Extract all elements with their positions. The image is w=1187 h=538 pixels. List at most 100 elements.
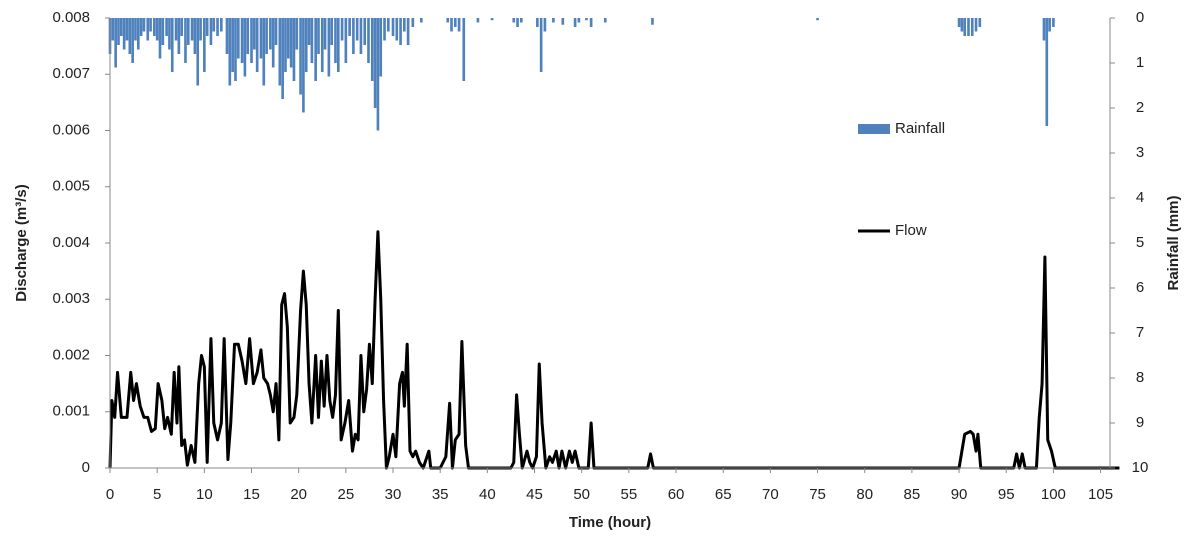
rain-bar [153,18,156,36]
y2-axis-label: Rainfall (mm) [1165,195,1182,290]
rain-bar [225,18,229,54]
x-tick-label: 85 [904,486,921,503]
rain-bar [373,18,377,108]
rain-bar [274,18,278,45]
rain-bar [111,18,115,41]
y-tick-label: 0.004 [52,234,90,251]
rain-bar [411,18,415,27]
rain-bar [957,18,961,27]
rain-bar [960,18,964,32]
rain-bar [184,18,187,63]
rain-bar [146,18,150,41]
rain-bar [304,18,308,72]
flow-line [108,230,1120,470]
rain-bar [363,18,367,45]
rain-bar [307,18,311,45]
rain-bar [490,18,494,21]
rain-bar [142,18,146,32]
rain-bar [203,18,206,72]
y-tick-label: 0.003 [52,290,90,307]
rain-bar [457,18,461,32]
rain-bar [317,18,320,54]
rain-bar [476,18,480,23]
x-tick-label: 25 [338,486,355,503]
rain-bar [209,18,213,45]
rain-bar [122,18,126,50]
rain-bar [165,18,168,36]
y-axis-label: Discharge (m³/s) [13,184,30,302]
rain-bar [383,18,386,41]
rain-bar [131,18,134,63]
rain-bar [170,18,174,72]
rain-bar [589,18,593,27]
x-tick-label: 75 [809,486,826,503]
y2-tick-label: 10 [1132,459,1149,476]
rain-bar [348,18,351,36]
rain-bar [453,18,457,27]
rain-bar [212,18,216,32]
y-tick-label: 0.005 [52,178,90,195]
rain-bar [302,18,305,113]
rain-bar [370,18,374,81]
rain-bar [651,18,654,25]
rain-bar [289,18,293,68]
rain-bar [177,18,181,54]
rain-bar [395,18,399,41]
y2-tick-label: 2 [1136,99,1144,116]
rain-bar [243,18,247,77]
rain-bar [174,18,178,41]
x-tick-label: 50 [573,486,590,503]
x-tick-label: 40 [479,486,496,503]
rain-bar [420,18,423,23]
rain-bar [128,18,132,54]
y-tick-label: 0 [82,459,90,476]
rain-bar [399,18,402,45]
x-tick-label: 95 [998,486,1015,503]
rain-bar [220,18,223,32]
rain-bar [246,18,250,54]
rain-bar [970,18,974,36]
rain-bar [231,18,234,72]
rain-bar [265,18,268,54]
rain-bar [114,18,117,68]
rain-bar [193,18,197,54]
x-tick-label: 20 [290,486,307,503]
y-tick-label: 0.007 [52,65,90,82]
rain-bar [446,18,450,23]
x-tick-label: 5 [153,486,161,503]
x-tick-label: 15 [243,486,260,503]
rain-bar [180,18,184,36]
x-tick-label: 90 [951,486,968,503]
rain-bar [250,18,253,63]
y2-tick-label: 7 [1136,324,1144,341]
rain-bar [190,18,194,41]
rain-bar [314,18,317,81]
rain-bar [376,18,380,131]
rain-bar [367,18,370,63]
rain-bar [186,18,190,45]
rain-bar [323,18,327,50]
y2-tick-label: 1 [1136,54,1144,71]
y-tick-label: 0.001 [52,403,90,420]
rain-bar [299,18,302,95]
rain-bar [216,18,219,36]
rain-bar [310,18,314,63]
x-tick-label: 10 [196,486,213,503]
rain-bar [561,18,565,25]
rain-bar [536,18,539,27]
x-tick-label: 0 [106,486,114,503]
rain-bar [391,18,395,36]
rain-bar [281,18,284,99]
rain-bar [450,18,453,32]
rain-bar [520,18,523,23]
rain-bar [974,18,978,32]
rain-bar [234,18,237,81]
x-tick-label: 105 [1088,486,1113,503]
rain-bar [117,18,120,45]
rain-bar [139,18,143,36]
rain-bar [334,18,337,63]
rain-bar [120,18,123,36]
rain-bar [199,18,202,41]
rain-bar [1045,18,1049,126]
